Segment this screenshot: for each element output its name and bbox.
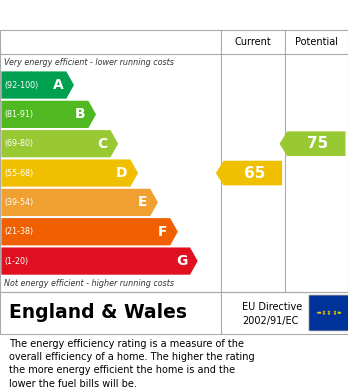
Text: 65: 65 xyxy=(244,165,265,181)
Polygon shape xyxy=(1,160,138,187)
Polygon shape xyxy=(279,131,346,156)
Text: Not energy efficient - higher running costs: Not energy efficient - higher running co… xyxy=(4,280,174,289)
Text: ★: ★ xyxy=(327,312,331,316)
Text: G: G xyxy=(176,254,187,268)
Text: Current: Current xyxy=(235,37,271,47)
Text: ★: ★ xyxy=(321,312,325,316)
Text: ★: ★ xyxy=(321,310,325,314)
Text: (21-38): (21-38) xyxy=(4,227,33,236)
Polygon shape xyxy=(1,189,158,216)
Text: Energy Efficiency Rating: Energy Efficiency Rating xyxy=(9,7,219,23)
Text: the more energy efficient the home is and the: the more energy efficient the home is an… xyxy=(9,365,235,375)
Polygon shape xyxy=(1,72,74,99)
Text: (69-80): (69-80) xyxy=(4,139,33,148)
Text: D: D xyxy=(116,166,128,180)
Text: EU Directive: EU Directive xyxy=(242,302,302,312)
Text: (39-54): (39-54) xyxy=(4,198,33,207)
Text: ★: ★ xyxy=(317,310,321,314)
Text: ★: ★ xyxy=(337,310,340,314)
Text: (55-68): (55-68) xyxy=(4,169,33,178)
Text: (81-91): (81-91) xyxy=(4,110,33,119)
Text: F: F xyxy=(158,225,167,239)
Text: ★: ★ xyxy=(338,311,342,315)
Text: C: C xyxy=(97,137,108,151)
Text: B: B xyxy=(75,108,86,121)
Text: Very energy efficient - lower running costs: Very energy efficient - lower running co… xyxy=(4,58,174,67)
FancyBboxPatch shape xyxy=(309,295,348,331)
Polygon shape xyxy=(1,248,198,275)
Text: ★: ★ xyxy=(316,311,320,315)
Text: (1-20): (1-20) xyxy=(4,256,28,265)
Text: ★: ★ xyxy=(332,310,337,314)
Text: lower the fuel bills will be.: lower the fuel bills will be. xyxy=(9,379,136,389)
Text: (92-100): (92-100) xyxy=(4,81,38,90)
Text: The energy efficiency rating is a measure of the: The energy efficiency rating is a measur… xyxy=(9,339,244,348)
Polygon shape xyxy=(1,101,96,128)
Text: Potential: Potential xyxy=(295,37,338,47)
Text: 2002/91/EC: 2002/91/EC xyxy=(242,316,298,326)
Text: E: E xyxy=(138,196,148,210)
Text: ★: ★ xyxy=(332,312,337,316)
Text: ★: ★ xyxy=(327,310,331,314)
Text: 75: 75 xyxy=(307,136,329,151)
Text: ★: ★ xyxy=(317,312,321,316)
Polygon shape xyxy=(216,161,282,185)
Polygon shape xyxy=(1,218,178,246)
Text: overall efficiency of a home. The higher the rating: overall efficiency of a home. The higher… xyxy=(9,352,254,362)
Text: A: A xyxy=(53,78,63,92)
Polygon shape xyxy=(1,130,118,157)
Text: ★: ★ xyxy=(337,312,340,316)
Text: England & Wales: England & Wales xyxy=(9,303,187,323)
